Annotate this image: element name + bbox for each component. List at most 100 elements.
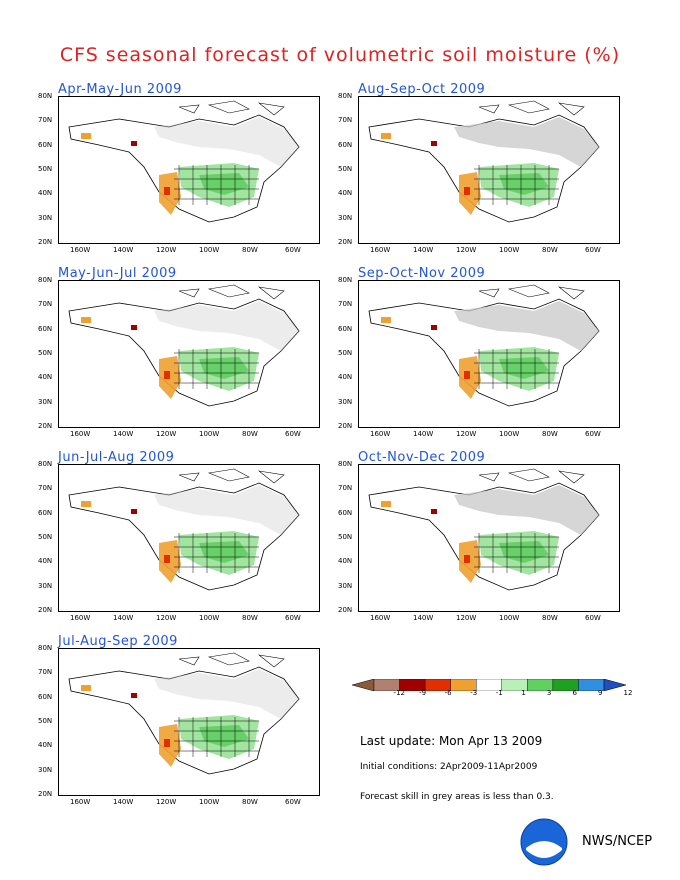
latitude-label: 40N (338, 557, 353, 566)
longitude-label: 140W (413, 246, 434, 254)
longitude-label: 60W (285, 798, 301, 806)
longitude-label: 100W (199, 430, 220, 438)
latitude-label: 60N (38, 692, 53, 701)
latitude-label: 50N (38, 717, 53, 725)
latitude-label: 30N (338, 581, 353, 590)
page-title: CFS seasonal forecast of volumetric soil… (59, 44, 621, 66)
colorbar-tick-label: 3 (546, 689, 552, 697)
latitude-label: 70N (38, 300, 53, 309)
colorbar-left-arrow (352, 679, 375, 691)
latitude-label: 40N (38, 557, 53, 566)
longitude-label: 160W (70, 614, 91, 622)
latitude-label: 20N (338, 606, 353, 614)
forecast-map (58, 280, 320, 428)
panel-title: May-Jun-Jul 2009 (58, 266, 177, 281)
latitude-label: 60N (38, 508, 53, 517)
colorbar-tick-label: 9 (598, 689, 603, 697)
latitude-label: 70N (38, 116, 53, 125)
initial-conditions: Initial conditions: 2Apr2009-11Apr2009 (360, 762, 538, 772)
latitude-label: 50N (38, 165, 53, 173)
latitude-label: 80N (38, 276, 53, 284)
colorbar-tick-label: -12 (393, 689, 405, 697)
longitude-label: 60W (285, 430, 301, 438)
longitude-label: 140W (113, 246, 134, 254)
forecast-map (58, 464, 320, 612)
latitude-label: 80N (38, 460, 53, 468)
latitude-label: 80N (338, 460, 353, 468)
panel-title: Sep-Oct-Nov 2009 (358, 266, 486, 281)
longitude-label: 60W (285, 246, 301, 254)
latitude-label: 30N (38, 765, 53, 774)
skill-note: Forecast skill in grey areas is less tha… (360, 792, 554, 802)
latitude-label: 20N (38, 238, 53, 246)
forecast-map (58, 96, 320, 244)
forecast-map (358, 464, 620, 612)
latitude-label: 30N (338, 213, 353, 222)
colorbar-tick-label: -3 (470, 689, 478, 697)
panel-title: Jun-Jul-Aug 2009 (58, 450, 175, 465)
forecast-map (58, 648, 320, 796)
latitude-label: 70N (38, 668, 53, 677)
panel-title: Jul-Aug-Sep 2009 (58, 634, 178, 649)
longitude-label: 140W (113, 614, 134, 622)
longitude-label: 120W (156, 246, 177, 254)
longitude-label: 120W (156, 614, 177, 622)
latitude-label: 60N (338, 324, 353, 333)
latitude-label: 40N (338, 373, 353, 382)
latitude-label: 20N (38, 422, 53, 430)
longitude-label: 160W (370, 430, 391, 438)
colorbar-tick-label: 6 (572, 689, 577, 697)
colorbar (352, 679, 627, 691)
longitude-label: 140W (113, 430, 134, 438)
latitude-label: 70N (38, 484, 53, 493)
longitude-label: 60W (585, 430, 601, 438)
panel-title: Aug-Sep-Oct 2009 (358, 82, 486, 97)
latitude-label: 50N (38, 533, 53, 541)
colorbar-tick-label: -6 (444, 689, 452, 697)
latitude-label: 80N (38, 92, 53, 100)
latitude-label: 70N (338, 484, 353, 493)
latitude-label: 60N (38, 140, 53, 149)
panel-title: Oct-Nov-Dec 2009 (358, 450, 486, 465)
longitude-label: 80W (542, 246, 558, 254)
latitude-label: 20N (338, 422, 353, 430)
longitude-label: 80W (542, 614, 558, 622)
longitude-label: 80W (542, 430, 558, 438)
latitude-label: 20N (38, 790, 53, 798)
longitude-label: 80W (242, 798, 258, 806)
longitude-label: 60W (585, 614, 601, 622)
longitude-label: 120W (456, 614, 477, 622)
latitude-label: 50N (38, 349, 53, 357)
latitude-label: 80N (338, 276, 353, 284)
longitude-label: 120W (456, 430, 477, 438)
latitude-label: 30N (38, 213, 53, 222)
panel-title: Apr-May-Jun 2009 (58, 82, 182, 97)
longitude-label: 160W (70, 798, 91, 806)
latitude-label: 40N (38, 373, 53, 382)
latitude-label: 70N (338, 116, 353, 125)
longitude-label: 120W (156, 798, 177, 806)
longitude-label: 160W (70, 430, 91, 438)
colorbar-tick-label: 1 (521, 689, 526, 697)
forecast-map (358, 280, 620, 428)
longitude-label: 160W (370, 246, 391, 254)
noaa-logo (520, 818, 568, 866)
colorbar-right-arrow (603, 679, 627, 691)
latitude-label: 40N (38, 741, 53, 750)
latitude-label: 80N (38, 644, 53, 652)
forecast-map (358, 96, 620, 244)
agency-label: NWS/NCEP (582, 834, 653, 849)
latitude-label: 50N (338, 533, 353, 541)
latitude-label: 80N (338, 92, 353, 100)
longitude-label: 160W (70, 246, 91, 254)
longitude-label: 100W (199, 798, 220, 806)
latitude-label: 70N (338, 300, 353, 309)
latitude-label: 60N (38, 324, 53, 333)
colorbar-tick-label: 12 (623, 689, 633, 697)
longitude-label: 60W (585, 246, 601, 254)
colorbar-tick-label: -9 (419, 689, 427, 697)
longitude-label: 160W (370, 614, 391, 622)
latitude-label: 40N (38, 189, 53, 198)
longitude-label: 140W (113, 798, 134, 806)
longitude-label: 120W (456, 246, 477, 254)
